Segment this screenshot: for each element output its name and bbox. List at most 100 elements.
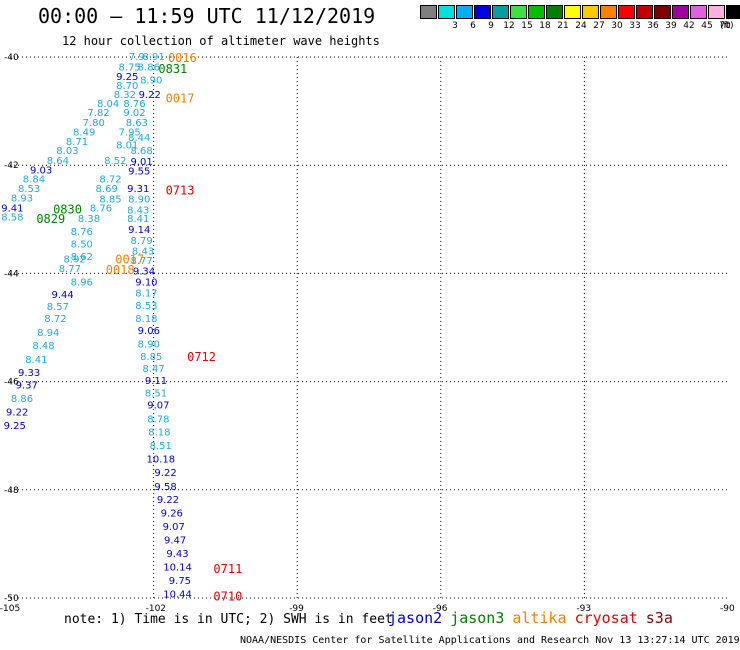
swh-value: 9.75 — [169, 576, 191, 587]
swh-value: 9.10 — [135, 278, 157, 289]
swh-value: 9.44 — [52, 290, 74, 301]
swh-value: 9.47 — [164, 536, 186, 547]
swh-value: 8.90 — [138, 340, 160, 351]
swh-value: 10.14 — [163, 563, 192, 574]
swh-value: 9.01 — [131, 157, 153, 168]
legend-label: 18 — [539, 21, 551, 31]
lat-tick-label: -40 — [4, 53, 19, 63]
pass-time-label: 0829 — [36, 212, 65, 226]
swh-value: 8.44 — [128, 133, 150, 144]
swh-value: 8.41 — [25, 355, 47, 366]
swh-value: 9.03 — [30, 166, 52, 177]
swh-value: 8.63 — [126, 118, 148, 129]
legend-swatch — [510, 5, 527, 19]
swh-value: 8.58 — [1, 213, 23, 224]
legend-swatch — [546, 5, 563, 19]
swh-value: 9.34 — [133, 267, 155, 278]
legend-swatch — [438, 5, 455, 19]
lat-tick-label: -46 — [4, 378, 19, 388]
swh-value: 9.22 — [6, 407, 28, 418]
swh-value: 8.76 — [123, 99, 145, 110]
legend-label: 24 — [575, 21, 587, 31]
swh-value: 9.41 — [1, 203, 23, 214]
legend-label: 45 — [701, 21, 713, 31]
credit-line: NOAA/NESDIS Center for Satellite Applica… — [240, 635, 740, 646]
swh-value: 8.84 — [23, 175, 45, 186]
pass-time-label: 0711 — [213, 562, 242, 576]
swh-value: 8.17 — [135, 288, 157, 299]
swh-value: 8.68 — [131, 146, 153, 157]
legend-label: 9 — [488, 21, 494, 31]
legend-swatch — [582, 5, 599, 19]
pass-time-label: 0713 — [166, 184, 195, 198]
lat-tick-label: -50 — [4, 594, 19, 604]
swh-value: 8.51 — [150, 441, 172, 452]
legend-swatch — [708, 5, 725, 19]
swh-value: 8.77 — [131, 256, 153, 267]
swh-value: 8.86 — [11, 394, 33, 405]
swh-value: 8.43 — [127, 206, 149, 217]
swh-value: 8.72 — [44, 314, 66, 325]
swh-value: 8.01 — [116, 141, 138, 152]
legend-label: 30 — [611, 21, 623, 31]
chart-subtitle: 12 hour collection of altimeter wave hei… — [62, 34, 380, 48]
lon-tick-label: -90 — [720, 604, 735, 614]
swh-value: 10.44 — [163, 590, 192, 601]
swh-value: 8.32 — [114, 90, 136, 101]
swh-value: 8.75 — [119, 63, 141, 74]
swh-value: 8.90 — [140, 76, 162, 87]
legend-swatch — [492, 5, 509, 19]
swh-value: 8.76 — [71, 227, 93, 238]
swh-value: 8.72 — [99, 175, 121, 186]
legend-swatch — [654, 5, 671, 19]
pass-time-label: 0830 — [53, 202, 82, 216]
swh-value: 7.80 — [83, 118, 105, 129]
legend-label: 21 — [557, 21, 569, 31]
lat-tick-label: -44 — [4, 269, 19, 279]
color-scale-legend — [420, 5, 740, 19]
legend-swatch — [636, 5, 653, 19]
swh-value: 9.02 — [123, 108, 145, 119]
swh-value: 8.18 — [135, 314, 157, 325]
legend-swatch — [672, 5, 689, 19]
legend-swatch — [618, 5, 635, 19]
chart-title: 00:00 – 11:59 UTC 11/12/2019 — [38, 4, 376, 28]
swh-value: 9.31 — [127, 184, 149, 195]
swh-value: 9.22 — [139, 90, 161, 101]
swh-value: 9.58 — [154, 482, 176, 493]
satellite-name: jason2 — [388, 609, 443, 627]
swh-value: 8.53 — [18, 184, 40, 195]
swh-value: 8.48 — [32, 341, 54, 352]
swh-value: 8.49 — [73, 128, 95, 139]
swh-value: 9.22 — [154, 468, 176, 479]
legend-swatch — [456, 5, 473, 19]
swh-value: 9.43 — [166, 549, 188, 560]
swh-value: 8.92 — [63, 254, 85, 265]
swh-value: 9.22 — [157, 495, 179, 506]
swh-value: 7.82 — [87, 108, 109, 119]
legend-label: 33 — [629, 21, 641, 31]
lon-tick-label: -99 — [289, 604, 304, 614]
swh-value: 8.85 — [99, 195, 121, 206]
swh-value: 9.25 — [116, 72, 138, 83]
satellite-name: altika — [512, 609, 567, 627]
swh-value: 8.04 — [97, 99, 119, 110]
legend-label: 42 — [683, 21, 695, 31]
swh-value: 9.26 — [161, 509, 183, 520]
swh-value: 7.9 — [129, 52, 145, 63]
legend-label: 27 — [593, 21, 605, 31]
lon-tick-label: -93 — [576, 604, 591, 614]
legend-label: 36 — [647, 21, 659, 31]
swh-value: 8.78 — [147, 414, 169, 425]
legend-label: 3 — [452, 21, 458, 31]
swh-value: 8.93 — [11, 194, 33, 205]
lat-tick-label: -42 — [4, 161, 19, 171]
legend-swatch — [564, 5, 581, 19]
swh-value: 8.64 — [47, 156, 69, 167]
legend-unit: (ft) — [720, 21, 734, 31]
swh-value: 9.06 — [138, 326, 160, 337]
swh-value: 8.62 — [71, 252, 93, 263]
pass-time-label: 0017 — [166, 92, 195, 106]
swh-value: 8.38 — [78, 214, 100, 225]
satellite-name: cryosat — [574, 609, 638, 627]
